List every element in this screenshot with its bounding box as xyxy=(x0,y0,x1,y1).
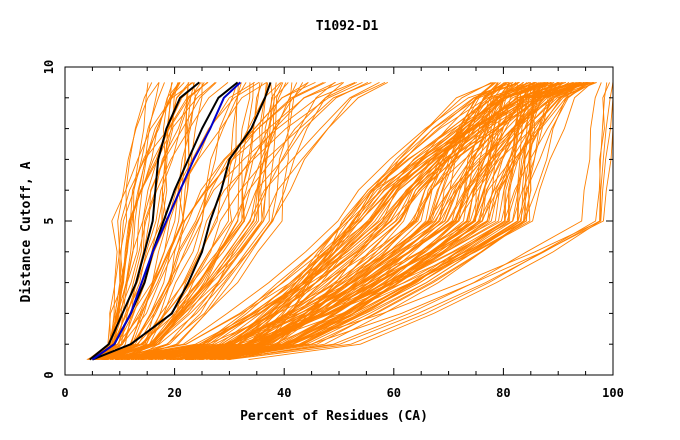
bulk-series-line-33 xyxy=(95,81,357,361)
bulk-series-line-142 xyxy=(148,82,510,361)
x-tick-label-20: 20 xyxy=(167,386,181,400)
bulk-series-line-169 xyxy=(150,81,587,361)
x-tick-label-80: 80 xyxy=(496,386,510,400)
bulk-series-line-164 xyxy=(106,81,591,361)
bulk-series-line-8 xyxy=(103,82,173,360)
y-tick-label-5: 5 xyxy=(42,217,56,224)
bulk-series-line-45 xyxy=(110,82,284,361)
highlight-series-line-3 xyxy=(91,81,242,361)
bulk-series-line-20 xyxy=(110,82,180,360)
x-tick-label-40: 40 xyxy=(277,386,291,400)
bulk-series-line-107 xyxy=(102,81,509,361)
bulk-series-line-188 xyxy=(116,81,586,361)
bulk-series-line-22 xyxy=(92,82,200,360)
x-tick-label-60: 60 xyxy=(387,386,401,400)
bulk-series-line-168 xyxy=(184,81,547,361)
bulk-series-line-166 xyxy=(197,82,585,361)
y-tick-label-0: 0 xyxy=(42,371,56,378)
bulk-series-line-167 xyxy=(202,82,499,361)
bulk-series-line-194 xyxy=(222,82,602,361)
bulk-series-line-140 xyxy=(134,81,537,361)
bulk-series-line-132 xyxy=(209,82,592,361)
highlight-series-line-0 xyxy=(89,81,200,361)
bulk-series-line-66 xyxy=(104,81,324,361)
bulk-series-line-193 xyxy=(228,82,608,361)
bulk-series-line-38 xyxy=(121,81,326,360)
bulk-series-line-187 xyxy=(168,81,555,361)
bulk-series-line-28 xyxy=(100,82,189,361)
bulk-series-line-4 xyxy=(91,82,216,360)
x-tick-label-100: 100 xyxy=(602,386,624,400)
bulk-series-line-46 xyxy=(104,82,281,361)
bulk-series-line-184 xyxy=(227,81,520,361)
bulk-series-line-191 xyxy=(140,82,614,361)
bulk-series-line-170 xyxy=(169,81,596,361)
bulk-series-line-26 xyxy=(95,82,149,360)
bulk-series-line-165 xyxy=(194,81,588,361)
bulk-series-line-171 xyxy=(166,81,589,361)
bulk-series-line-67 xyxy=(115,82,254,361)
bulk-series-line-62 xyxy=(104,82,267,361)
bulk-series-line-58 xyxy=(97,82,273,361)
y-tick-label-10: 10 xyxy=(42,60,56,74)
y-axis: 0 5 10 xyxy=(42,60,613,379)
bulk-series-line-125 xyxy=(209,81,560,361)
bulk-series-line-192 xyxy=(219,82,611,361)
bulk-series-line-24 xyxy=(112,82,208,360)
bulk-series-line-189 xyxy=(188,81,564,361)
bulk-series-line-186 xyxy=(116,82,580,361)
highlight-series-line-2 xyxy=(92,82,272,361)
bulk-series-line-172 xyxy=(157,82,523,361)
bulk-series-line-180 xyxy=(184,81,595,361)
bulk-series-line-7 xyxy=(92,82,202,360)
bulk-series-line-48 xyxy=(97,82,344,361)
bulk-series-line-153 xyxy=(180,81,548,361)
x-axis: 0 20 40 60 80 100 xyxy=(61,67,624,400)
bulk-series-line-182 xyxy=(161,81,594,361)
bulk-series-line-154 xyxy=(181,82,517,361)
bulk-series-group xyxy=(86,81,614,361)
bulk-series-line-56 xyxy=(96,82,251,361)
bulk-series-line-148 xyxy=(161,81,577,361)
x-tick-label-0: 0 xyxy=(61,386,68,400)
bulk-series-line-173 xyxy=(211,82,588,361)
highlight-series-group xyxy=(89,81,272,361)
bulk-series-line-60 xyxy=(128,82,304,361)
bulk-series-line-65 xyxy=(93,82,239,361)
bulk-series-line-42 xyxy=(126,82,336,361)
bulk-series-line-61 xyxy=(104,82,309,360)
bulk-series-line-123 xyxy=(200,82,563,361)
bulk-series-line-183 xyxy=(177,82,525,361)
bulk-series-line-163 xyxy=(145,82,508,361)
bulk-series-line-129 xyxy=(126,82,593,361)
bulk-series-line-181 xyxy=(165,81,530,361)
bulk-series-line-21 xyxy=(86,82,196,361)
y-axis-label: Distance Cutoff, A xyxy=(19,161,34,302)
x-axis-label: Percent of Residues (CA) xyxy=(240,409,428,424)
bulk-series-line-51 xyxy=(119,82,255,360)
bulk-series-line-177 xyxy=(171,81,536,361)
bulk-series-line-179 xyxy=(229,82,516,361)
chart-title: T1092-D1 xyxy=(316,19,379,34)
bulk-series-line-185 xyxy=(214,81,581,361)
bulk-series-line-141 xyxy=(179,82,531,361)
